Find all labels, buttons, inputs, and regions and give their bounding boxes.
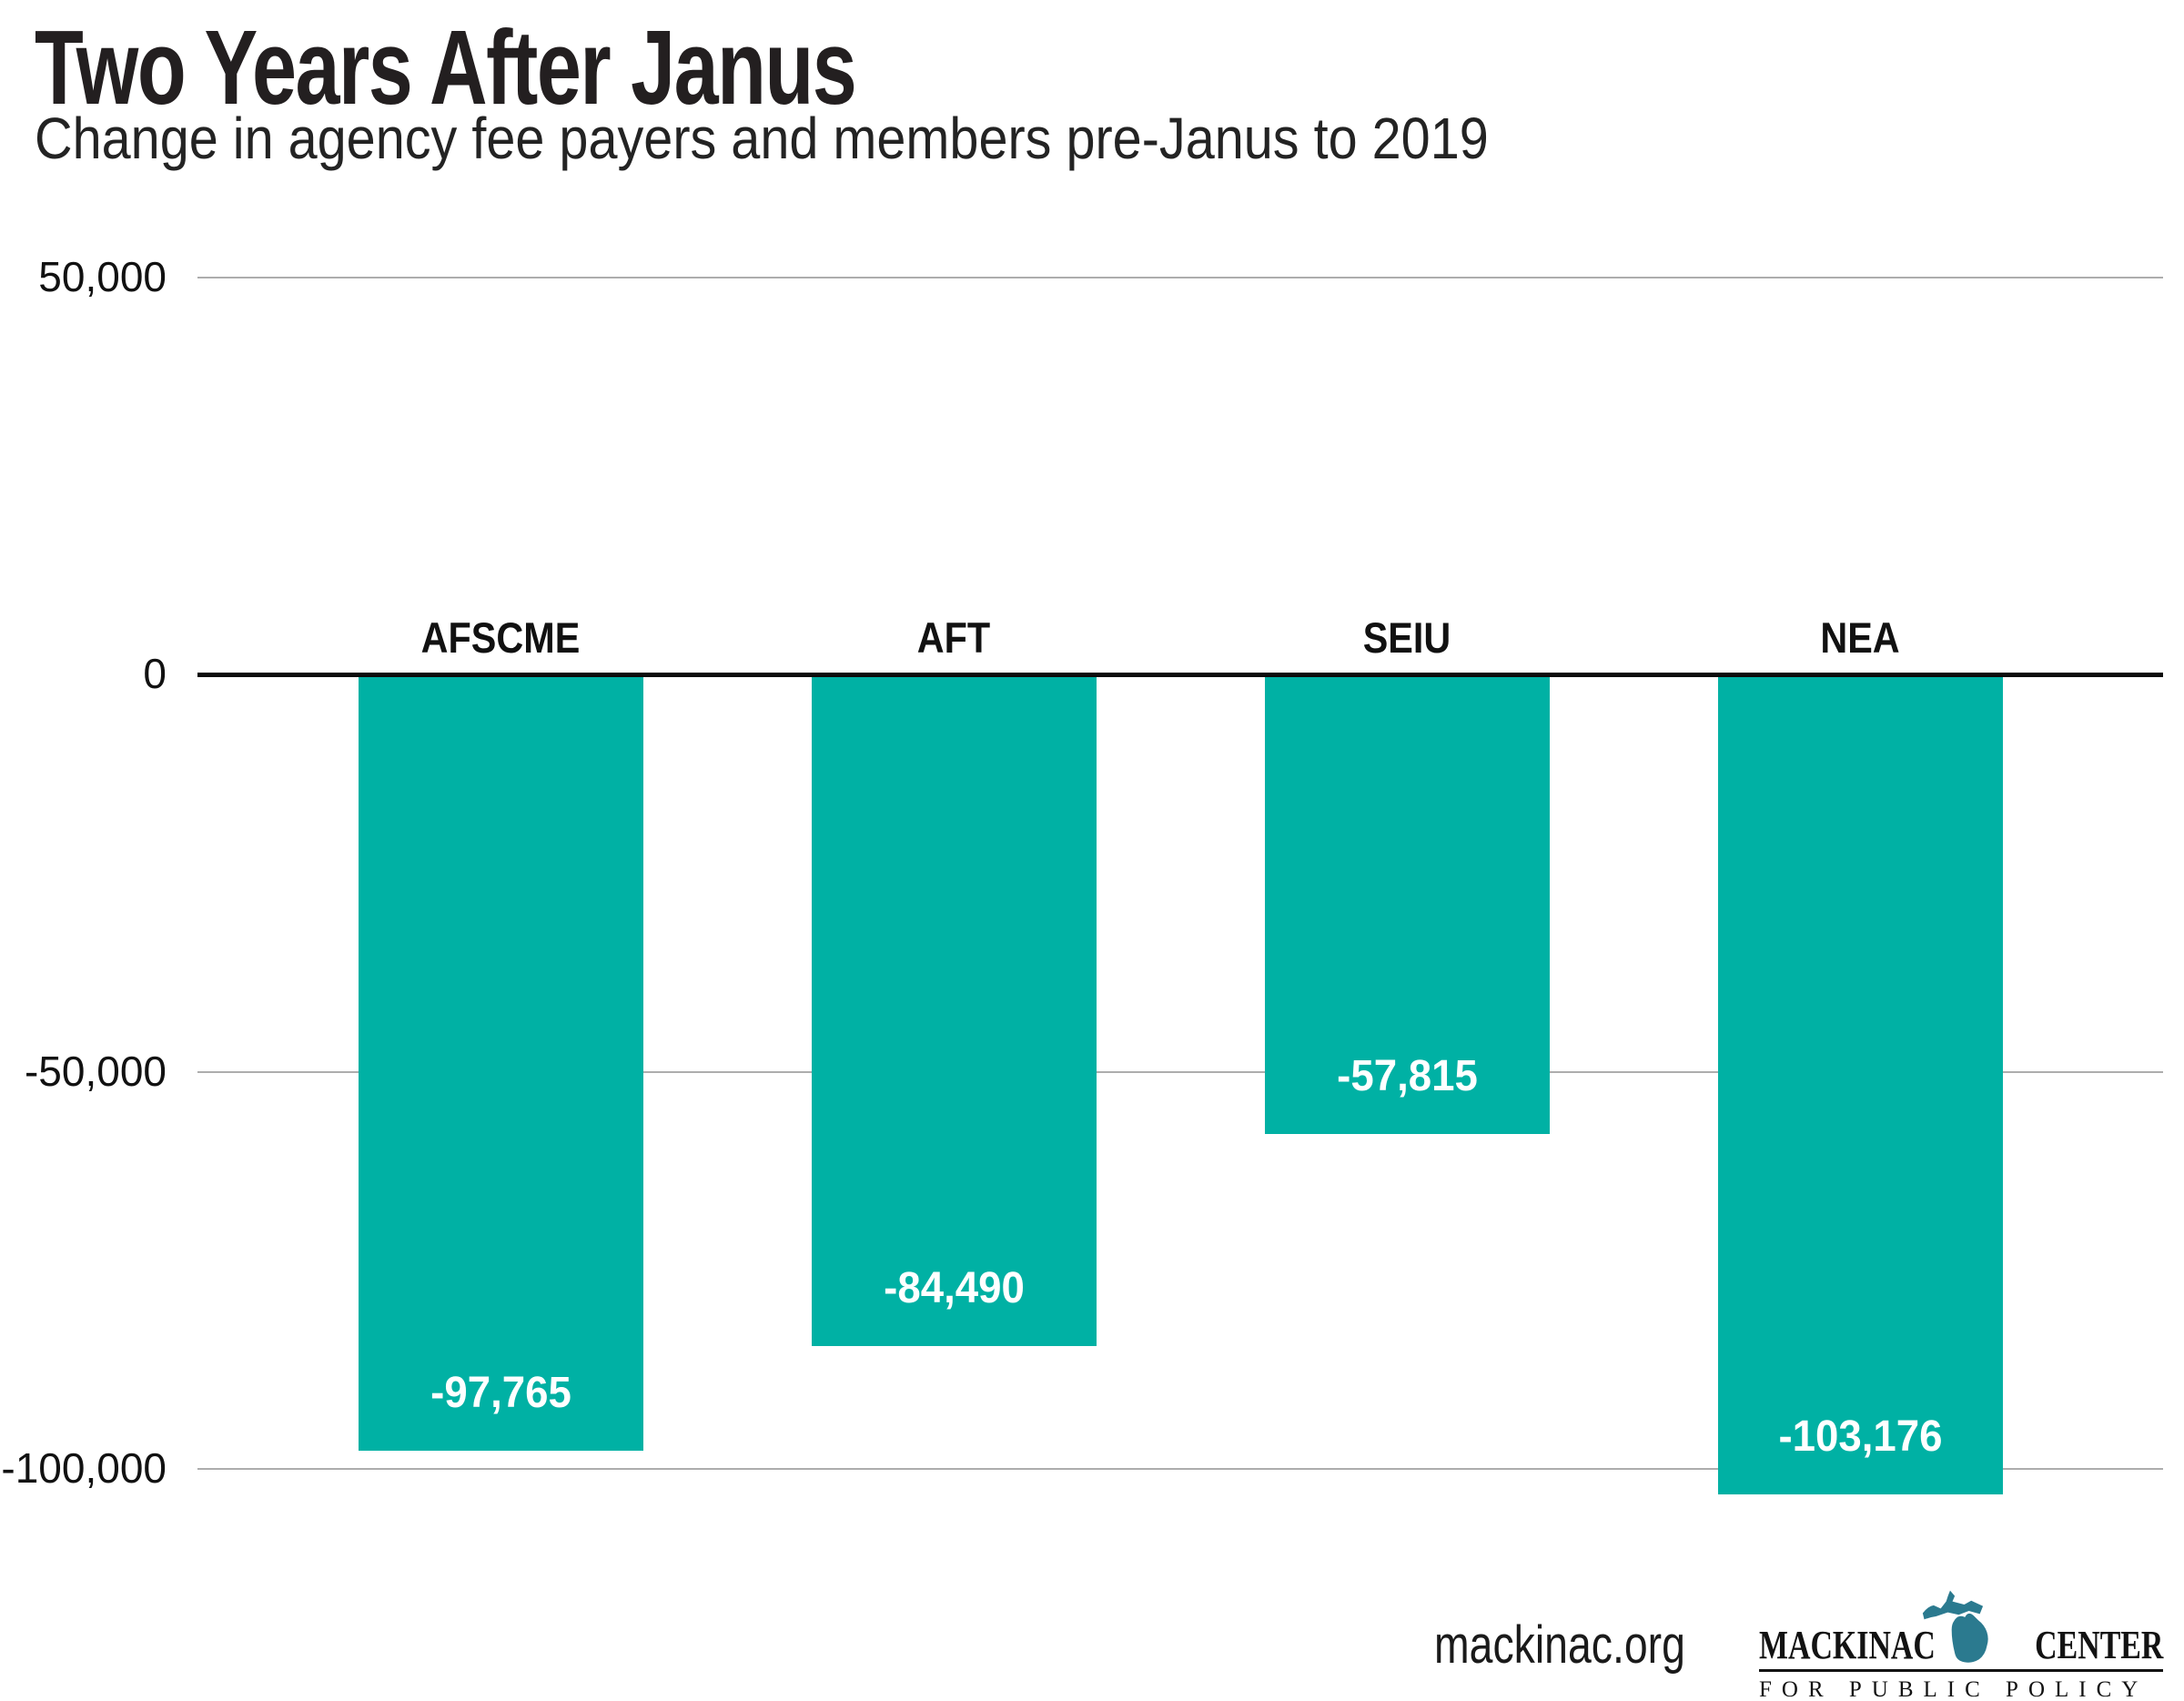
value-label-aft: -84,490: [883, 1263, 1025, 1312]
gridline-0: [197, 672, 2163, 677]
bar-afscme: [358, 674, 643, 1452]
logo-tagline: FOR PUBLIC POLICY: [1759, 1677, 2149, 1701]
logo-word-center: CENTER: [2034, 1623, 2163, 1667]
y-tick-label--100-000: -100,000: [1, 1444, 167, 1492]
logo-rule: [1759, 1669, 2163, 1672]
category-label-aft: AFT: [916, 613, 991, 662]
category-label-nea: NEA: [1820, 613, 1900, 662]
value-label-nea: -103,176: [1777, 1412, 1943, 1461]
bar-aft: [811, 674, 1097, 1346]
y-tick-label--50-000: -50,000: [24, 1047, 167, 1095]
value-label-afscme: -97,765: [430, 1369, 571, 1418]
gridline-50-000: [197, 276, 2163, 278]
category-label-afscme: AFSCME: [420, 613, 581, 662]
michigan-icon: [1922, 1590, 1988, 1663]
gridline--50-000: [197, 1070, 2163, 1073]
value-label-seiu: -57,815: [1336, 1051, 1478, 1100]
source-url: mackinac.org: [1434, 1615, 1685, 1675]
y-tick-label-50-000: 50,000: [38, 252, 167, 300]
logo-word-mackinac: MACKINAC: [1759, 1623, 1936, 1667]
chart-title: Two Years After Janus: [35, 8, 857, 127]
y-tick-label-0: 0: [143, 650, 167, 697]
bar-nea: [1717, 674, 2003, 1494]
chart-subtitle: Change in agency fee payers and members …: [35, 106, 1489, 171]
gridline--100-000: [197, 1468, 2163, 1470]
mackinac-logo: MACKINAC CENTER FOR PUBLIC POLICY: [1759, 1584, 2163, 1701]
bar-seiu: [1264, 674, 1550, 1134]
logo-row: MACKINAC CENTER: [1759, 1584, 2163, 1666]
category-label-seiu: SEIU: [1362, 613, 1451, 662]
